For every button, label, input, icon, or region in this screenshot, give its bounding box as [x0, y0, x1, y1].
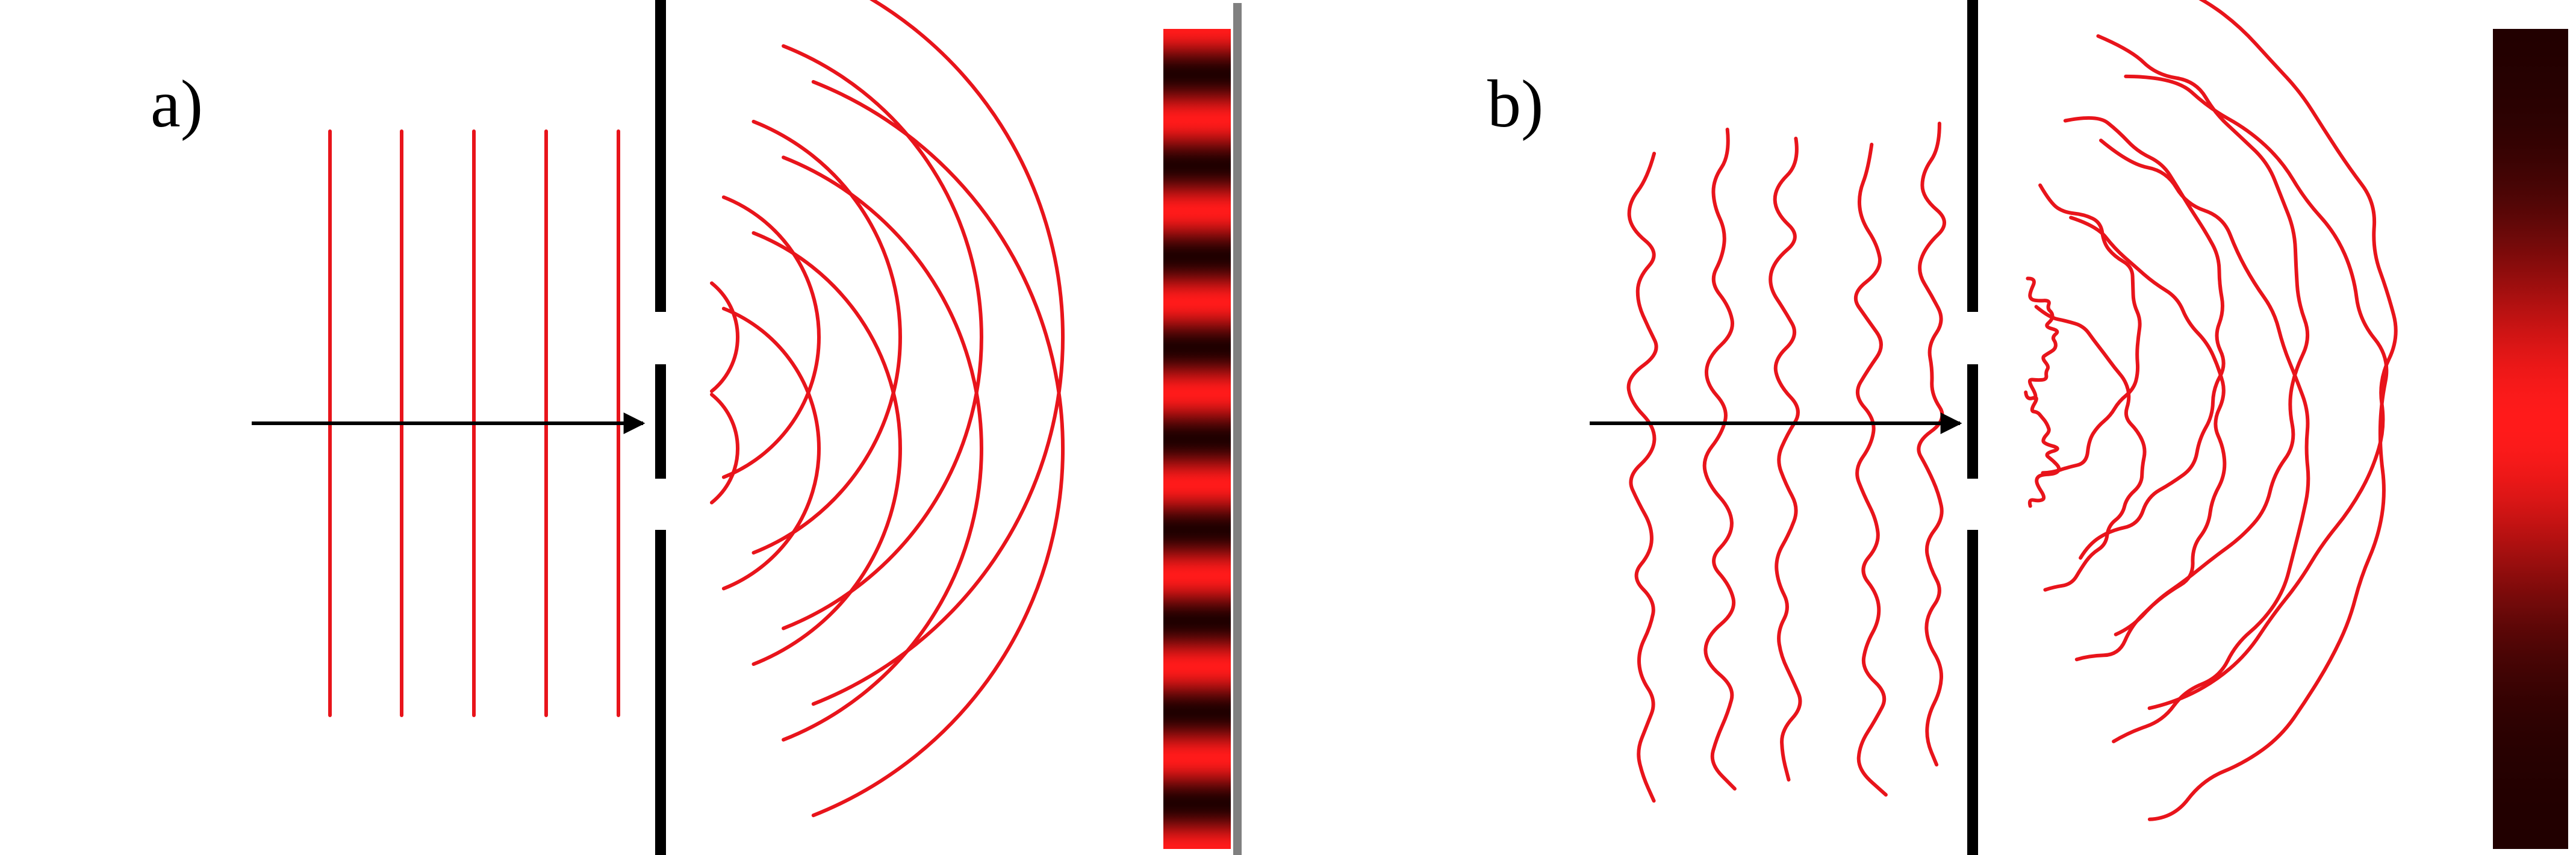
- irregular-wavefront: [1769, 137, 1802, 782]
- incident-irregular-waves: [1626, 122, 1946, 803]
- diffracted-arc: [721, 195, 821, 479]
- panel-a-coherent-light: a): [151, 0, 1242, 855]
- diffracted-arc: [710, 393, 740, 505]
- scattered-arc: [2024, 390, 2061, 508]
- irregular-wavefront: [1917, 122, 1946, 766]
- irregular-wavefront: [1853, 143, 1888, 797]
- scattered-arc: [2034, 305, 2147, 592]
- diffracted-arc: [721, 306, 821, 591]
- screen-edge: [1233, 3, 1242, 855]
- panel-b-label: b): [1487, 67, 1543, 141]
- irregular-wavefront: [1702, 128, 1737, 791]
- scattered-arc: [2124, 74, 2389, 821]
- diffracted-arc: [811, 79, 1065, 818]
- panel-a-label: a): [151, 67, 203, 141]
- scattered-wavefronts: [2024, 0, 2398, 821]
- irregular-wavefront: [1626, 152, 1658, 803]
- scattered-arc: [2063, 116, 2226, 560]
- diffracted-wavefronts: [710, 0, 1065, 818]
- diffracted-arc: [782, 44, 983, 630]
- diffracted-arc: [710, 281, 740, 393]
- diffracted-arc: [811, 0, 1065, 706]
- diffracted-arc: [751, 119, 902, 555]
- scattered-arc: [2096, 34, 2310, 636]
- blurred-intensity-screen: [2493, 29, 2568, 849]
- scattered-arc: [2147, 0, 2398, 710]
- panel-b-incoherent-light: b): [1487, 0, 2568, 855]
- scattered-arc: [2026, 276, 2059, 400]
- interference-fringe-screen: [1163, 29, 1231, 849]
- diffracted-arc: [782, 155, 983, 742]
- scattered-arc: [2099, 138, 2310, 744]
- scattered-arc: [2069, 216, 2227, 662]
- scattered-arc: [2038, 183, 2142, 475]
- diffracted-arc: [751, 231, 902, 666]
